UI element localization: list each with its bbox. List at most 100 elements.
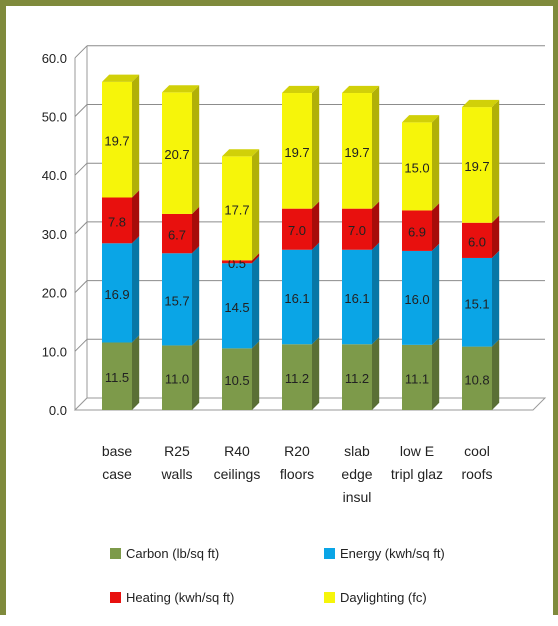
x-tick-label: roofs: [461, 466, 492, 482]
gridline-side: [74, 221, 88, 235]
bar-segment: [162, 213, 192, 254]
x-tick-label: R25: [164, 443, 190, 459]
bar-segment: [162, 253, 192, 346]
x-tick-label: R20: [284, 443, 310, 459]
bar-segment: [462, 346, 492, 410]
bar-segment-side: [312, 85, 320, 209]
data-label: 20.7: [164, 147, 189, 162]
bar-segment: [282, 208, 312, 250]
data-label: 16.1: [344, 291, 369, 306]
bar-segment: [342, 344, 372, 410]
bar-segment: [102, 81, 132, 198]
bar-segment-side: [312, 337, 320, 410]
gridline-side: [74, 104, 88, 117]
data-label: 15.0: [404, 160, 429, 175]
x-tick-label: case: [102, 466, 132, 482]
bar-segment: [342, 93, 372, 209]
bar-segment-side: [132, 236, 140, 343]
bar-segment-side: [192, 246, 200, 346]
bar-top-face: [462, 99, 500, 108]
bar-segment: [222, 263, 252, 349]
legend-swatch: [324, 592, 335, 603]
bar-segment: [162, 345, 192, 410]
data-label: 14.5: [224, 300, 249, 315]
data-label: 19.7: [344, 145, 369, 160]
x-tick-label: R40: [224, 443, 250, 459]
bar-segment-side: [252, 256, 260, 349]
bar-segment: [102, 342, 132, 410]
x-tick-label: floors: [280, 466, 314, 482]
y-tick-label: 40.0: [42, 168, 67, 183]
legend-swatch: [324, 548, 335, 559]
data-label: 15.1: [464, 296, 489, 311]
stacked-bar-chart: 0.0 10.0 20.0 30.0 40.0 50.0 60.0 11.5 16.9 7.8 19…: [42, 45, 547, 605]
bar-top-face: [102, 74, 140, 82]
y-tick-label: 60.0: [42, 51, 67, 66]
data-label: 11.0: [165, 372, 189, 387]
gridline-side: [74, 45, 88, 59]
x-tick-label: ceilings: [214, 466, 261, 482]
x-tick-label: cool: [464, 443, 490, 459]
data-label: 6.7: [168, 228, 186, 243]
bar-segment-side: [132, 74, 140, 198]
bar-segment: [402, 210, 432, 251]
bar-segment-side: [252, 253, 260, 264]
bar-segment: [342, 208, 372, 250]
bar-segment-side: [252, 149, 260, 261]
x-tick-label: edge: [341, 466, 372, 482]
legend-swatch: [110, 592, 121, 603]
data-label: 11.2: [345, 371, 369, 386]
bar-top-face: [222, 149, 260, 157]
bar-segment: [462, 257, 492, 347]
bar-top-face: [162, 85, 200, 93]
data-label: 6.0: [468, 234, 486, 249]
legend-label: Carbon (lb/sq ft): [126, 546, 219, 561]
bar-segment-side: [192, 206, 200, 254]
bar-segment: [402, 122, 432, 211]
x-tick-label: low E: [400, 443, 434, 459]
bar-segment: [282, 93, 312, 209]
bar-top-face: [342, 85, 380, 94]
legend-label: Heating (kwh/sq ft): [126, 590, 234, 605]
data-label: 19.7: [284, 145, 309, 160]
bar-segment-side: [312, 242, 320, 345]
data-label: 19.7: [104, 134, 129, 149]
bar-segment: [222, 156, 252, 261]
y-tick-label: 10.0: [42, 344, 67, 359]
data-label: 19.7: [464, 159, 489, 174]
data-label: 11.5: [105, 370, 129, 385]
bar-segment-side: [492, 339, 500, 410]
bar-segment-side: [492, 99, 500, 223]
bar-segment-side: [372, 201, 380, 250]
bar-segment-side: [192, 85, 200, 214]
gridline-side: [74, 280, 88, 293]
x-tick-label: walls: [160, 466, 192, 482]
bar-segment: [162, 92, 192, 214]
data-label: 16.0: [404, 292, 429, 307]
x-tick-label: tripl glaz: [391, 466, 443, 482]
bar-segment-side: [312, 201, 320, 250]
y-tick-label: 30.0: [42, 227, 67, 242]
bar-segment: [342, 249, 372, 345]
x-tick-label: base: [102, 443, 133, 459]
data-label: 16.9: [104, 287, 129, 302]
bar-top-face: [402, 115, 440, 123]
bar-segment: [282, 344, 312, 410]
x-tick-label: insul: [343, 489, 372, 505]
bar-segment-side: [492, 215, 500, 258]
bar-segment-side: [192, 338, 200, 410]
y-tick-label: 50.0: [42, 110, 67, 125]
data-label: 10.8: [464, 372, 489, 387]
bar-segment-side: [372, 337, 380, 410]
bar-segment: [462, 222, 492, 258]
data-label: 7.0: [288, 223, 306, 238]
data-label: 10.5: [224, 373, 249, 388]
bar-segment-side: [432, 337, 440, 410]
bar-segment-side: [372, 85, 380, 209]
bar-segment: [402, 344, 432, 410]
legend-label: Energy (kwh/sq ft): [340, 546, 445, 561]
bar-segment-side: [432, 203, 440, 251]
gridline-side: [74, 162, 88, 176]
data-label: 7.0: [348, 223, 366, 238]
